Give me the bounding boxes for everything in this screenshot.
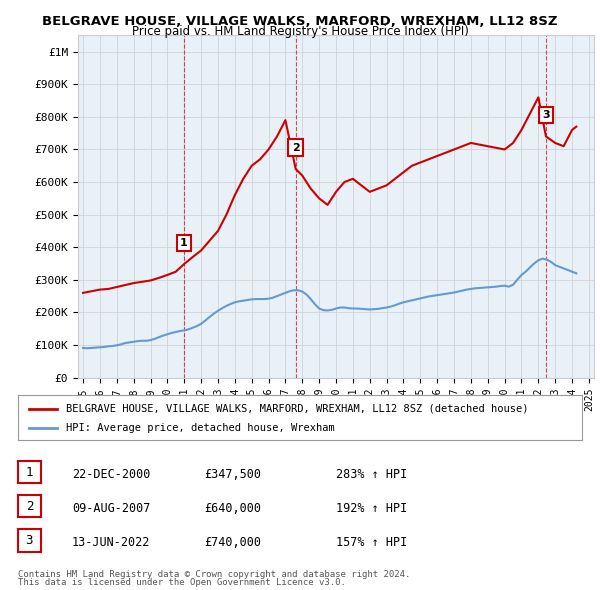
Text: 3: 3 <box>542 110 550 120</box>
Text: 09-AUG-2007: 09-AUG-2007 <box>72 502 151 515</box>
Text: 13-JUN-2022: 13-JUN-2022 <box>72 536 151 549</box>
Text: Price paid vs. HM Land Registry's House Price Index (HPI): Price paid vs. HM Land Registry's House … <box>131 25 469 38</box>
Text: BELGRAVE HOUSE, VILLAGE WALKS, MARFORD, WREXHAM, LL12 8SZ: BELGRAVE HOUSE, VILLAGE WALKS, MARFORD, … <box>42 15 558 28</box>
Text: 157% ↑ HPI: 157% ↑ HPI <box>336 536 407 549</box>
Text: 2: 2 <box>26 500 33 513</box>
Text: 22-DEC-2000: 22-DEC-2000 <box>72 468 151 481</box>
Text: HPI: Average price, detached house, Wrexham: HPI: Average price, detached house, Wrex… <box>66 424 335 434</box>
Text: 2: 2 <box>292 143 299 153</box>
Text: BELGRAVE HOUSE, VILLAGE WALKS, MARFORD, WREXHAM, LL12 8SZ (detached house): BELGRAVE HOUSE, VILLAGE WALKS, MARFORD, … <box>66 404 529 414</box>
Text: 3: 3 <box>26 534 33 547</box>
Text: This data is licensed under the Open Government Licence v3.0.: This data is licensed under the Open Gov… <box>18 578 346 587</box>
Text: 1: 1 <box>26 466 33 478</box>
Text: 192% ↑ HPI: 192% ↑ HPI <box>336 502 407 515</box>
Text: 1: 1 <box>180 238 188 248</box>
Text: 283% ↑ HPI: 283% ↑ HPI <box>336 468 407 481</box>
Text: Contains HM Land Registry data © Crown copyright and database right 2024.: Contains HM Land Registry data © Crown c… <box>18 571 410 579</box>
Text: £640,000: £640,000 <box>204 502 261 515</box>
Text: £740,000: £740,000 <box>204 536 261 549</box>
Text: £347,500: £347,500 <box>204 468 261 481</box>
